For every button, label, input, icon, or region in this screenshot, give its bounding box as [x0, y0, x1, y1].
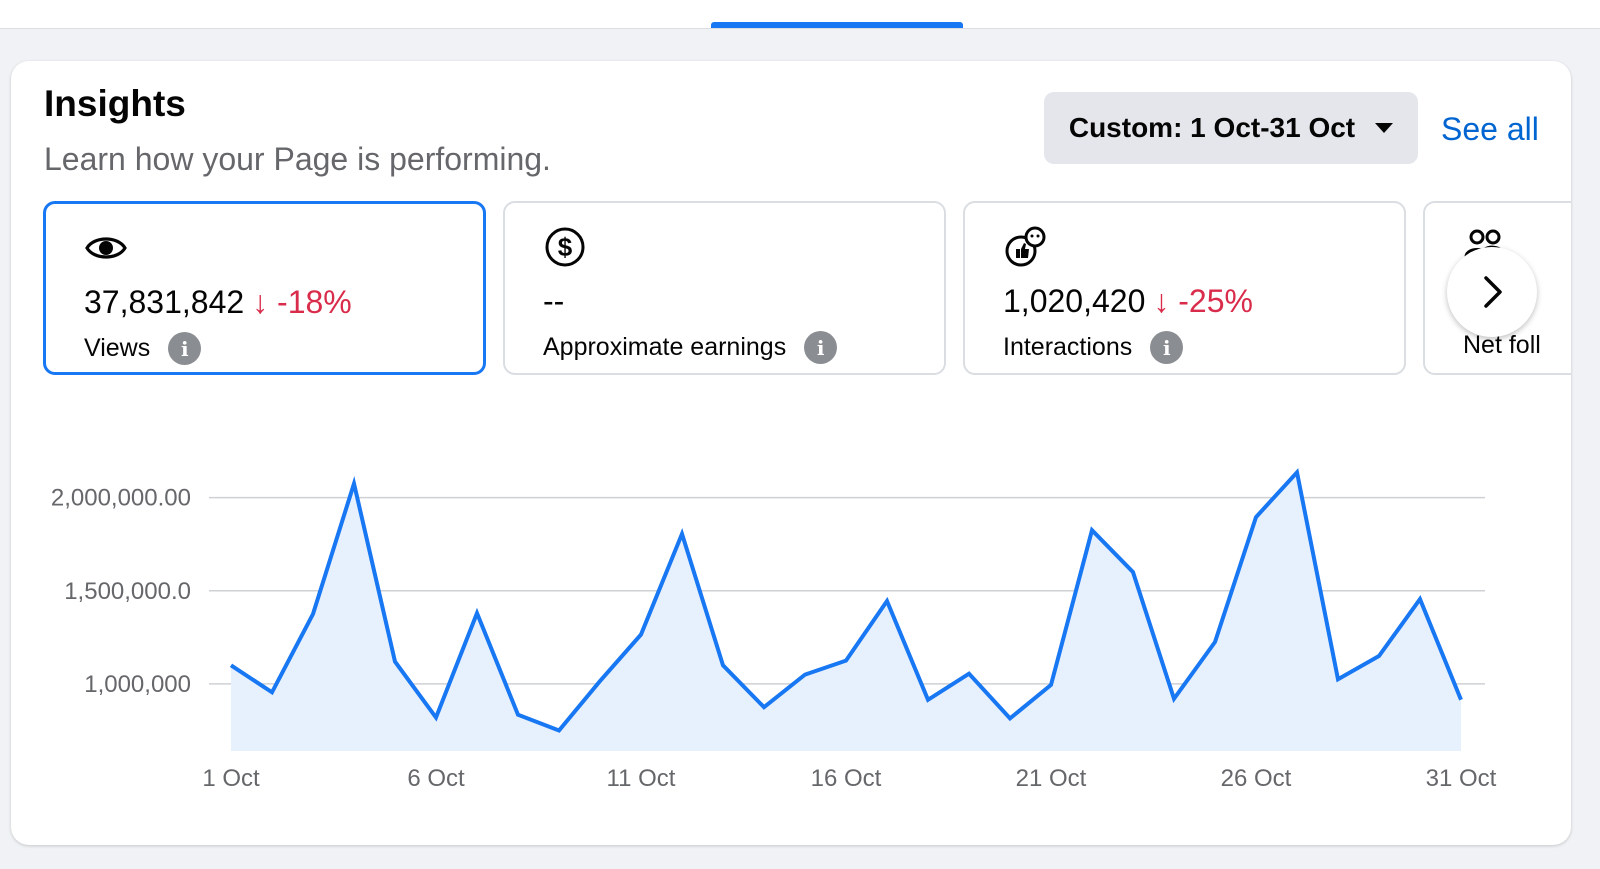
data-point: [434, 715, 438, 719]
data-point: [926, 698, 930, 702]
metric-card-interactions[interactable]: 1,020,420 ↓ -25% Interactions i: [963, 201, 1406, 375]
arrow-down-icon: ↓: [252, 284, 278, 320]
data-point: [1172, 697, 1176, 701]
data-point: [1377, 654, 1381, 658]
metric-value: 1,020,420 ↓ -25%: [1003, 283, 1253, 319]
page-subtitle: Learn how your Page is performing.: [44, 141, 551, 177]
x-tick-label: 1 Oct: [202, 765, 260, 792]
x-tick-label: 26 Oct: [1221, 765, 1292, 792]
info-icon[interactable]: i: [1150, 331, 1184, 364]
date-range-dropdown[interactable]: Custom: 1 Oct-31 Oct: [1044, 92, 1418, 164]
data-point: [1008, 716, 1012, 720]
data-point: [516, 713, 520, 717]
svg-text:$: $: [558, 232, 573, 262]
insights-card: Insights Learn how your Page is performi…: [11, 61, 1571, 845]
y-tick-label: 1,000,000: [84, 671, 191, 698]
reactions-icon: [1005, 226, 1046, 267]
series-line: [229, 468, 1463, 733]
data-point: [967, 672, 971, 676]
data-point: [1049, 683, 1053, 687]
x-tick-label: 11 Oct: [607, 765, 676, 792]
data-point: [1295, 470, 1299, 474]
see-all-link[interactable]: See all: [1441, 111, 1539, 147]
data-point: [475, 611, 479, 615]
data-point: [762, 705, 766, 709]
metric-card-earnings[interactable]: $ -- Approximate earnings i: [503, 201, 946, 375]
x-tick-label: 21 Oct: [1016, 765, 1087, 792]
data-point: [1336, 677, 1340, 681]
data-point: [639, 633, 643, 637]
data-point: [557, 729, 561, 733]
chevron-right-icon: [1484, 276, 1502, 308]
x-tick-label: 6 Oct: [407, 765, 465, 792]
dollar-circle-icon: $: [545, 227, 585, 267]
metric-value: --: [543, 283, 565, 319]
data-point: [1090, 528, 1094, 532]
series-area: [231, 472, 1461, 751]
data-point: [885, 599, 889, 603]
data-point: [311, 612, 315, 616]
caret-down-icon: [1375, 123, 1394, 133]
data-point: [270, 690, 274, 694]
data-point: [1254, 515, 1258, 519]
y-tick-label: 2,000,000.00: [51, 485, 191, 512]
metric-label: Approximate earnings i: [543, 331, 838, 364]
eye-icon: [85, 237, 127, 259]
metric-value: 37,831,842 ↓ -18%: [84, 284, 352, 320]
page-title: Insights: [44, 83, 186, 124]
metric-card-views[interactable]: 37,831,842 ↓ -18% Views i: [43, 201, 486, 375]
data-point: [229, 663, 233, 667]
metric-label: Views i: [84, 332, 202, 365]
arrow-down-icon: ↓: [1153, 283, 1179, 319]
data-point: [352, 482, 356, 486]
x-tick-label: 31 Oct: [1426, 765, 1497, 792]
data-point: [393, 660, 397, 664]
data-point: [1459, 698, 1463, 702]
data-point: [1131, 570, 1135, 574]
data-point: [598, 679, 602, 683]
date-range-label: Custom: 1 Oct-31 Oct: [1068, 112, 1356, 143]
x-tick-label: 16 Oct: [811, 765, 882, 792]
next-metrics-button[interactable]: [1447, 247, 1537, 337]
data-point: [844, 659, 848, 663]
info-icon[interactable]: i: [168, 332, 202, 365]
data-point: [721, 663, 725, 667]
data-point: [803, 673, 807, 677]
views-chart: 1,000,000 1,500,000.0 2,000,000.00 1 Oct 6 O…: [51, 468, 1497, 792]
data-point: [1418, 597, 1422, 601]
data-point: [680, 532, 684, 536]
data-point: [1213, 640, 1217, 644]
metric-label: Interactions i: [1003, 331, 1184, 364]
info-icon[interactable]: i: [804, 331, 838, 364]
y-tick-label: 1,500,000.0: [64, 578, 191, 605]
top-nav-bar: [0, 0, 1600, 29]
active-tab-indicator: [711, 22, 963, 28]
